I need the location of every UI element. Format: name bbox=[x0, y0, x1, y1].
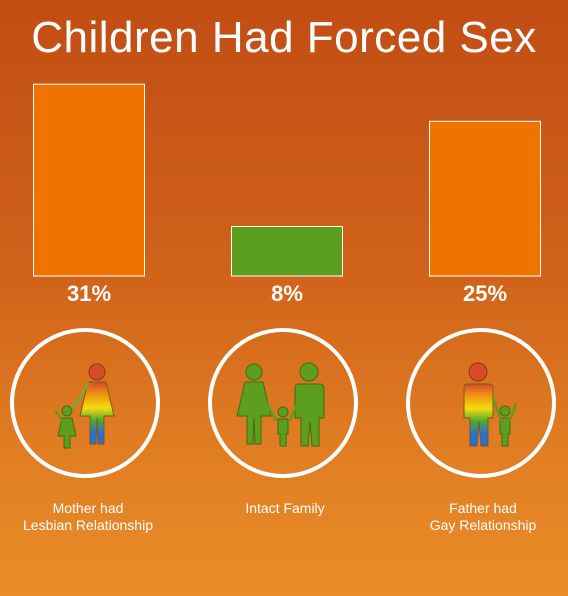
family-green-icon bbox=[236, 362, 325, 447]
mother-family-badge bbox=[10, 328, 160, 478]
bar-2 bbox=[231, 226, 343, 277]
caption-father: Father had Gay Relationship bbox=[429, 500, 537, 533]
bar-value-label-2: 8% bbox=[271, 281, 303, 306]
mother-child-rainbow-icon bbox=[54, 363, 115, 449]
bar-value-label-3: 25% bbox=[463, 281, 507, 306]
bar-value-label-1: 31% bbox=[67, 281, 111, 306]
father-child-rainbow-icon bbox=[463, 362, 518, 447]
caption-mother: Mother had Lesbian Relationship bbox=[23, 500, 153, 533]
intact-family-badge bbox=[208, 328, 358, 478]
bar-1 bbox=[33, 83, 145, 277]
bar-3 bbox=[429, 120, 541, 277]
caption-intact: Intact Family bbox=[245, 500, 325, 516]
chart-title: Children Had Forced Sex bbox=[31, 13, 537, 62]
father-family-badge bbox=[406, 328, 556, 478]
